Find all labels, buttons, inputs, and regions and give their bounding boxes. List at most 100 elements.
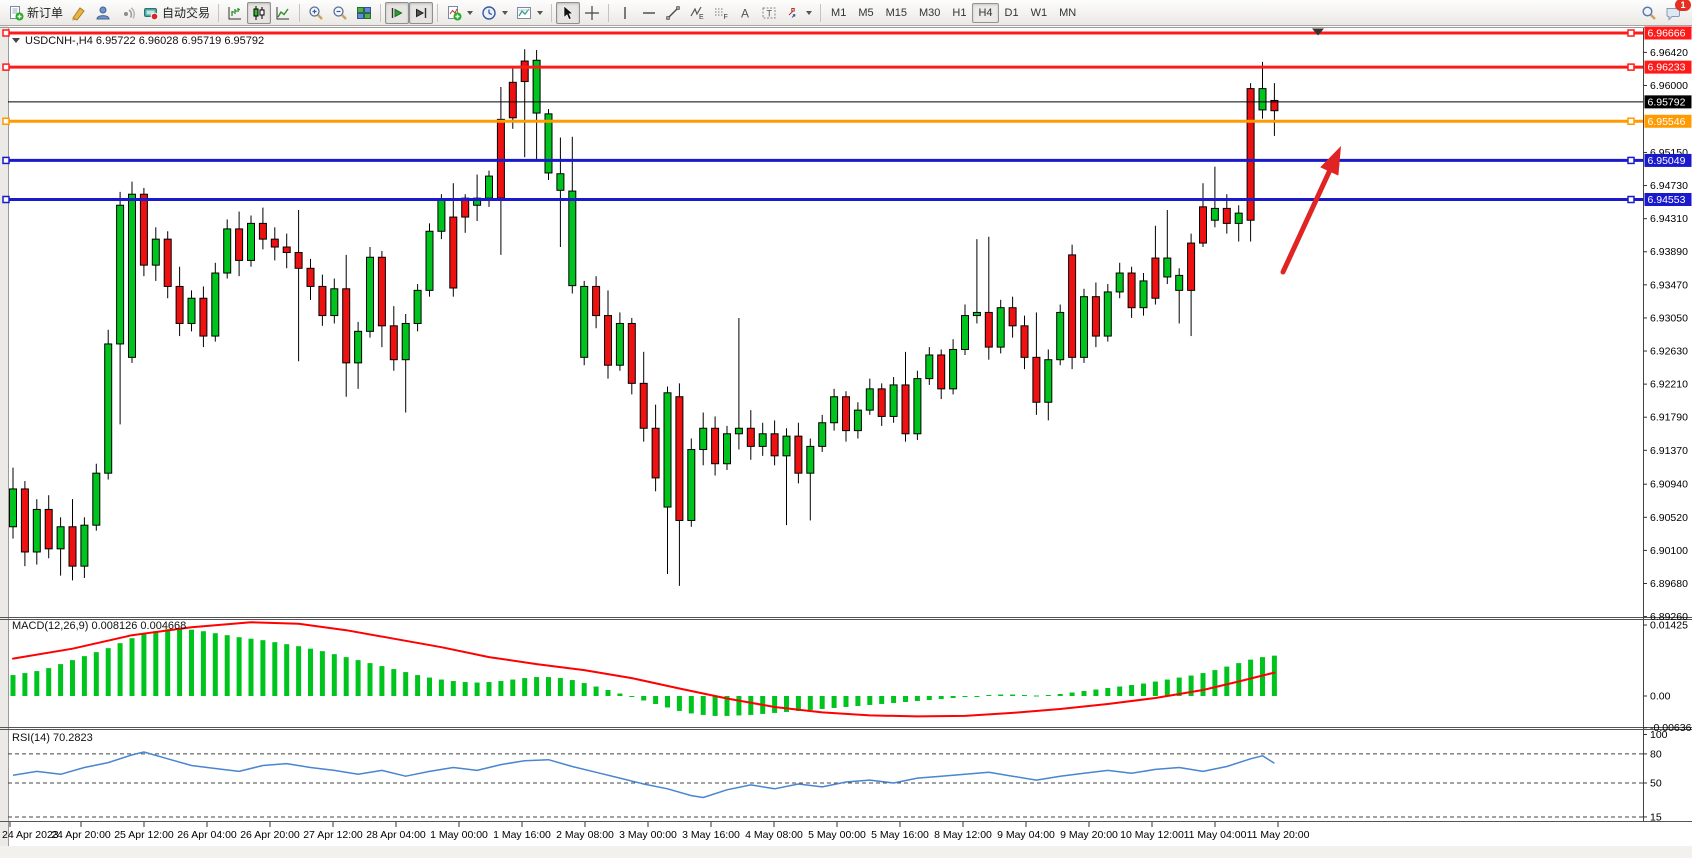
tf-w1[interactable]: W1 [1030,6,1048,19]
hline-handle[interactable] [1627,195,1635,204]
text-button[interactable]: A [733,2,757,24]
trend-arrow-head[interactable] [1320,146,1341,176]
macd-histogram-bar [319,651,325,696]
tf-mn[interactable]: MN [1059,6,1077,19]
trend-arrow-line[interactable] [1280,165,1334,275]
crayon-button[interactable] [67,2,91,24]
tf-h4[interactable]: H4 [972,2,999,23]
indicators-button[interactable] [442,2,477,24]
price-label-text: 6.96666 [1648,28,1686,40]
chart-title: USDCNH-,H4 6.95722 6.96028 6.95719 6.957… [25,35,264,47]
macd-tick-label: 0.01425 [1650,619,1688,631]
macd-histogram-bar [569,680,575,696]
notification-badge: 1 [1675,0,1691,11]
tf-h1[interactable]: H1 [952,6,967,19]
macd-histogram-bar [117,643,123,696]
candle-up [734,427,743,435]
text-label-button[interactable]: T [757,2,781,24]
chart-sh-button[interactable] [409,1,434,24]
candle-down [651,427,660,479]
candle-up [437,199,446,232]
new-order-icon [10,5,24,20]
hline-handle[interactable] [2,29,10,37]
line-chart-button[interactable] [271,2,295,24]
macd-histogram-bar [641,696,647,701]
zoom-in-button[interactable] [304,2,328,24]
macd-histogram-bar [1212,670,1218,696]
fibonacci-retracement-button[interactable]: F [709,2,733,24]
candle-up [996,307,1005,348]
candlestick-chart-button[interactable] [247,1,272,24]
trendline-button[interactable] [661,2,685,24]
collapse-triangle-icon[interactable] [12,38,20,43]
hline-handle[interactable] [2,63,10,71]
macd-histogram-bar [70,660,75,696]
price-label-box [1644,114,1692,128]
periods-button[interactable] [477,2,512,24]
macd-histogram-bar [498,681,504,696]
hline-handle[interactable] [2,195,10,204]
profile-button[interactable] [91,2,115,24]
crosshair-button[interactable] [580,2,604,24]
signal-button[interactable] [115,2,139,24]
candle-up [865,388,874,411]
vertical-line-button[interactable] [613,2,637,24]
autotrade-label: 自动交易 [162,6,211,20]
candle-up [32,508,41,553]
candle-down [675,396,684,521]
candle-up [961,315,969,350]
horizontal-line-button[interactable] [637,2,661,24]
time-label: 9 May 20:00 [1060,829,1118,841]
time-label: 3 May 16:00 [682,829,740,841]
arrows-button[interactable] [781,2,816,24]
dropdown-caret [502,10,509,15]
hline-handle[interactable] [1627,117,1635,126]
templates-button[interactable] [512,2,547,24]
macd-histogram-bar [165,629,171,696]
macd-histogram-bar [189,629,194,696]
fibonacci-channel-button[interactable]: E [685,2,709,24]
new-order-button[interactable]: 新订单 [4,2,67,24]
macd-histogram-bar [308,648,313,696]
shift-marker-icon[interactable] [1312,28,1324,36]
macd-histogram-bar [653,696,659,704]
price-tick-label: 6.93470 [1650,279,1688,291]
price-tick-label: 6.93050 [1650,312,1688,324]
hline-handle[interactable] [1627,29,1635,37]
tf-m30[interactable]: M30 [919,6,941,19]
tf-d1[interactable]: D1 [1004,6,1019,19]
macd-histogram-bar [248,638,254,696]
cursor-button[interactable] [556,1,581,24]
crayon-icon [72,6,85,21]
tf-m5[interactable]: M5 [858,6,874,19]
macd-histogram-bar [450,681,456,696]
hline-handle[interactable] [1627,63,1635,71]
candle-down [770,433,779,457]
candle-up [425,230,434,291]
candle-up [1103,291,1112,337]
macd-histogram-bar [236,637,242,696]
price-label-text: 6.96233 [1648,62,1686,74]
zoom-out-button[interactable] [328,2,352,24]
tf-m1[interactable]: M1 [831,6,847,19]
hline-handle[interactable] [2,117,10,126]
auto-scroll-button[interactable] [385,1,410,24]
candle-up [1044,359,1053,403]
candle-up [1175,274,1184,291]
tf-m15[interactable]: M15 [885,6,907,19]
bar-chart-button[interactable] [223,2,247,24]
chart-canvas[interactable]: 6.964206.960006.951506.947306.943106.938… [0,26,1692,858]
candle-up [1115,272,1124,293]
candle-down [794,435,803,474]
rsi-tick-label: 15 [1650,811,1662,823]
chat-button[interactable]: 1 [1661,0,1691,24]
hline-handle[interactable] [2,156,10,165]
candle-up [1139,280,1148,309]
hline-handle[interactable] [1627,156,1635,165]
autotrade-button[interactable]: 自动交易 [139,2,214,24]
search-button[interactable] [1637,2,1661,24]
price-tick-label: 6.91790 [1650,412,1688,424]
horizontal-line-icon [643,11,656,14]
macd-histogram-bar [1093,689,1099,696]
tile-windows-button[interactable] [352,2,376,24]
